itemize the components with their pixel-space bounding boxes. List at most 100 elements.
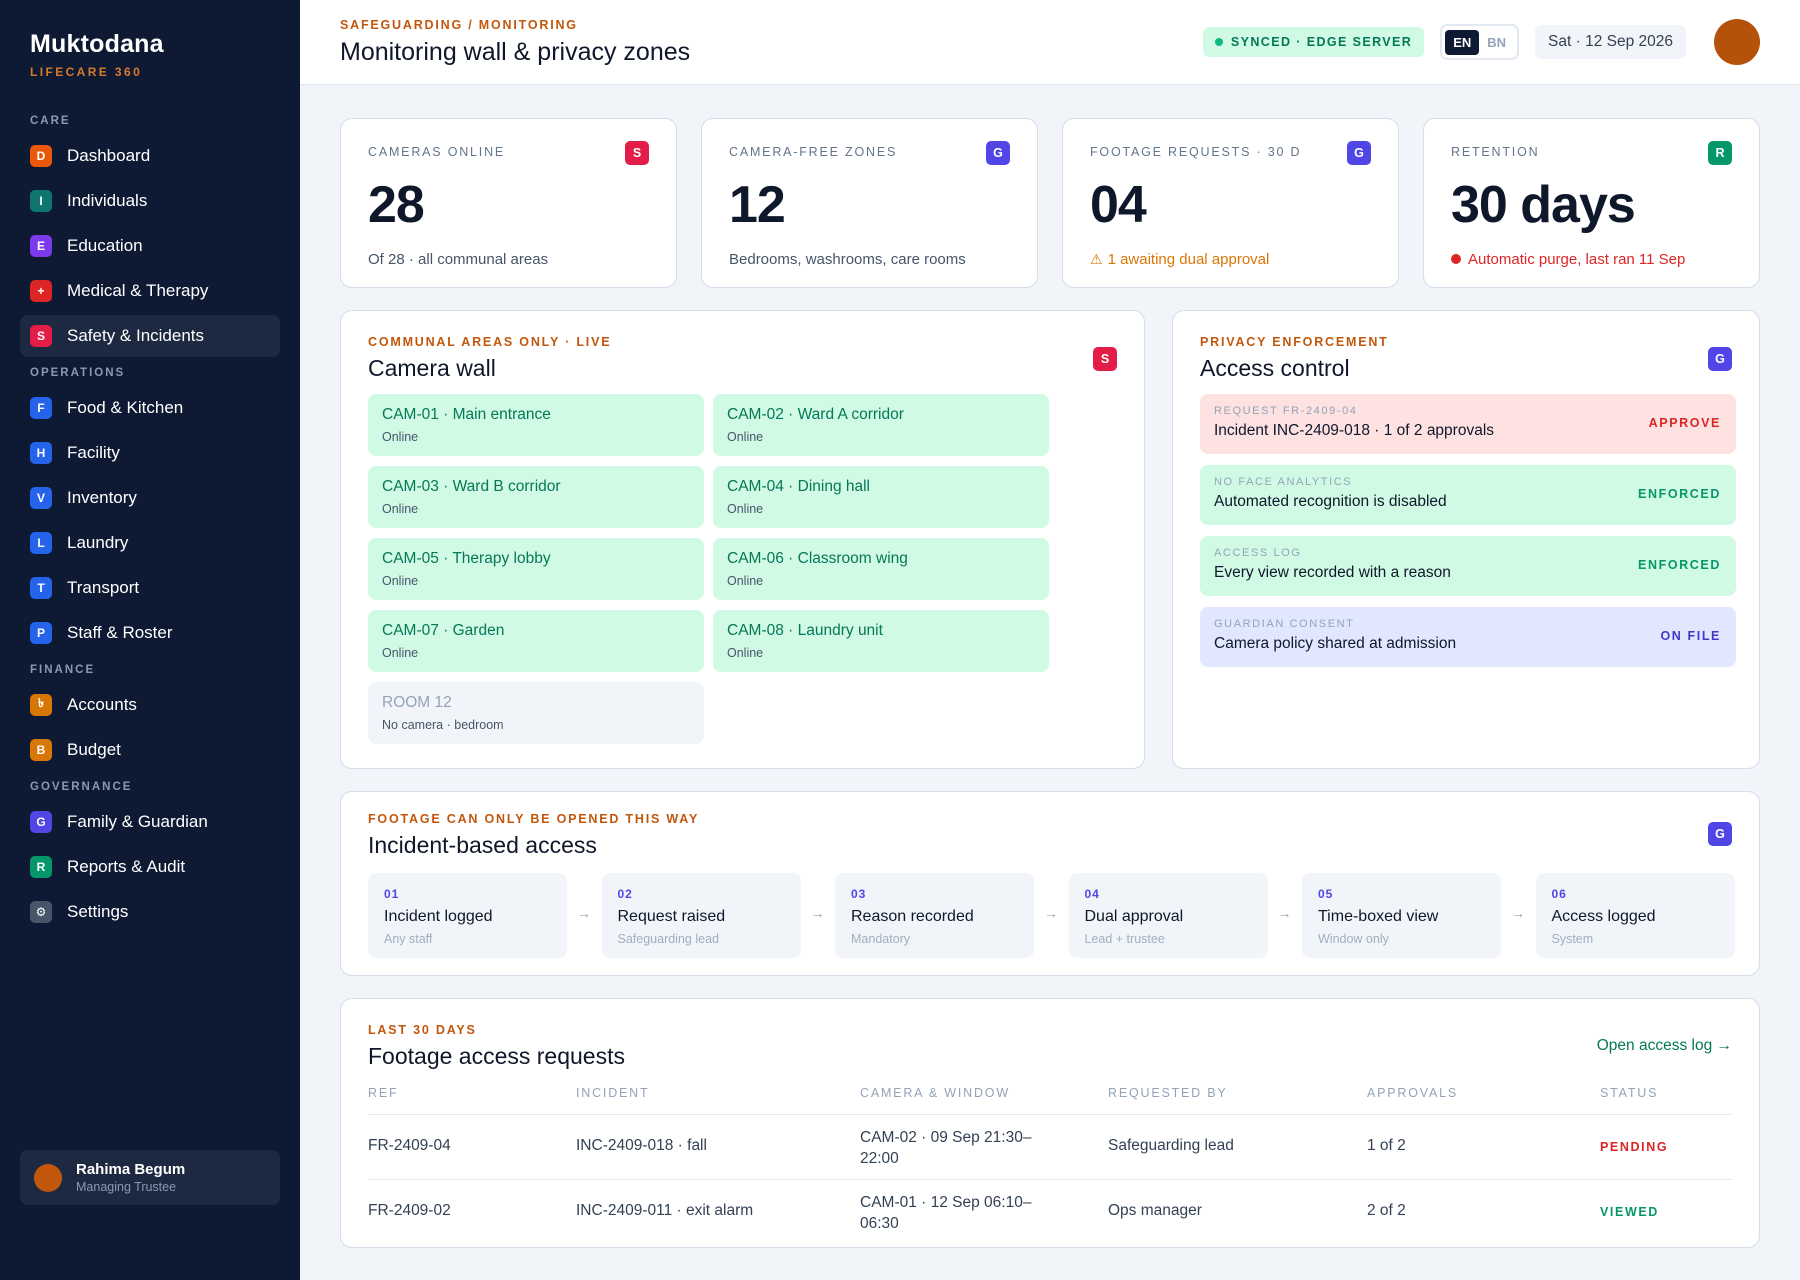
sidebar-item-label: Staff & Roster — [67, 623, 173, 642]
step-number: 04 — [1084, 887, 1100, 901]
access-rule-text: Camera policy shared at admission — [1214, 635, 1457, 652]
column-header: CAMERA & WINDOW — [860, 1086, 1010, 1100]
arrow-right-icon: → — [1511, 905, 1525, 921]
camera-status: No camera · bedroom — [382, 718, 504, 732]
camera-window-line: CAM-01 · 12 Sep 06:10– — [860, 1194, 1032, 1211]
sidebar-item-label: Family & Guardian — [67, 812, 208, 831]
camera-tile[interactable]: CAM-01 · Main entrance Online — [368, 394, 704, 456]
column-header: APPROVALS — [1367, 1086, 1458, 1100]
column-header: REQUESTED BY — [1108, 1086, 1228, 1100]
access-rule-row: REQUEST FR-2409-04 Incident INC-2409-018 … — [1200, 394, 1736, 454]
camera-tile[interactable]: CAM-05 · Therapy lobby Online — [368, 538, 704, 600]
sidebar-item-label: Budget — [67, 740, 121, 759]
sidebar-item-facility[interactable]: H Facility — [20, 432, 280, 474]
camera-status: Online — [727, 646, 764, 660]
flow-step: 03 Reason recorded Mandatory — [835, 873, 1034, 958]
sidebar-item-inventory[interactable]: V Inventory — [20, 477, 280, 519]
camera-free-zone-tile[interactable]: ROOM 12 No camera · bedroom — [368, 682, 704, 744]
flow-eyebrow: FOOTAGE CAN ONLY BE OPENED THIS WAY — [368, 812, 700, 826]
language-toggle[interactable]: EN BN — [1440, 24, 1520, 60]
step-number: 01 — [384, 887, 400, 901]
sidebar-item-dashboard[interactable]: D Dashboard — [20, 135, 280, 177]
kpi-subtext-label: Automatic purge, last ran 11 Sep — [1468, 251, 1686, 268]
camera-tile[interactable]: CAM-06 · Classroom wing Online — [713, 538, 1049, 600]
open-access-log-link[interactable]: Open access log → — [1596, 1037, 1732, 1054]
approve-button[interactable]: APPROVE — [1648, 416, 1721, 430]
sidebar-item-food-kitchen[interactable]: F Food & Kitchen — [20, 387, 280, 429]
sidebar-item-staff-roster[interactable]: P Staff & Roster — [20, 612, 280, 654]
column-header: INCIDENT — [576, 1086, 650, 1100]
status-dot-icon — [1214, 38, 1223, 46]
kpi-value: 28 — [368, 176, 425, 234]
flow-step: 05 Time-boxed view Window only — [1302, 873, 1501, 958]
sidebar-item-individuals[interactable]: I Individuals — [20, 180, 280, 222]
breadcrumb: SAFEGUARDING / MONITORING — [340, 17, 578, 32]
access-control-card: PRIVACY ENFORCEMENT Access control G REQ… — [1172, 310, 1760, 769]
alert-dot-icon — [1451, 254, 1461, 264]
sidebar-item-medical-therapy[interactable]: + Medical & Therapy — [20, 270, 280, 312]
sidebar-item-label: Settings — [67, 902, 129, 921]
flow-step: 06 Access logged System — [1535, 873, 1735, 958]
camera-tile[interactable]: CAM-03 · Ward B corridor Online — [368, 466, 704, 528]
column-header: STATUS — [1600, 1086, 1659, 1100]
facility-icon: H — [30, 442, 52, 464]
step-subtitle: Lead + trustee — [1084, 932, 1165, 946]
warning-icon: ⚠ — [1090, 251, 1103, 267]
sidebar: Muktodana LIFECARE 360 CARE D Dashboard I In… — [0, 0, 300, 1280]
camera-status: Online — [727, 574, 764, 588]
accounts-icon: ৳ — [30, 694, 52, 716]
user-card[interactable]: Rahima Begum Managing Trustee — [20, 1150, 280, 1205]
kpi-value: 30 days — [1451, 176, 1636, 234]
camera-tile[interactable]: CAM-08 · Laundry unit Online — [713, 610, 1049, 672]
nav-section-label: OPERATIONS — [30, 367, 126, 379]
lang-en-option[interactable]: EN — [1445, 29, 1480, 55]
camera-name: CAM-08 · Laundry unit — [727, 622, 883, 639]
camera-tile[interactable]: CAM-07 · Garden Online — [368, 610, 704, 672]
sidebar-item-budget[interactable]: B Budget — [20, 729, 280, 771]
access-rule-status: ENFORCED — [1638, 487, 1721, 501]
user-avatar — [34, 1163, 62, 1192]
camera-tile[interactable]: CAM-04 · Dining hall Online — [713, 466, 1049, 528]
camera-name: ROOM 12 — [382, 694, 452, 711]
kpi-subtext-label: 1 awaiting dual approval — [1107, 251, 1270, 268]
safety-badge-icon: S — [1093, 347, 1117, 371]
sidebar-item-laundry[interactable]: L Laundry — [20, 522, 280, 564]
camera-tile[interactable]: CAM-02 · Ward A corridor Online — [713, 394, 1049, 456]
budget-icon: B — [30, 739, 52, 761]
sidebar-item-settings[interactable]: ⚙ Settings — [20, 891, 280, 933]
settings-icon: ⚙ — [30, 901, 52, 923]
camera-window-line: 22:00 — [860, 1150, 899, 1167]
requests-title: Footage access requests — [368, 1043, 625, 1069]
lang-bn-option[interactable]: BN — [1487, 34, 1507, 50]
medical-therapy-icon: + — [30, 280, 52, 302]
access-control-eyebrow: PRIVACY ENFORCEMENT — [1200, 335, 1389, 349]
laundry-icon: L — [30, 532, 52, 554]
kpi-card: RETENTION R 30 days Automatic purge, last r… — [1423, 118, 1760, 288]
step-title: Request raised — [617, 908, 726, 925]
arrow-right-icon: → — [577, 905, 591, 921]
sidebar-item-safety-incidents[interactable]: S Safety & Incidents — [20, 315, 280, 357]
main-content: SAFEGUARDING / MONITORING Monitoring wal… — [300, 0, 1800, 1280]
camera-name: CAM-05 · Therapy lobby — [382, 550, 551, 567]
dashboard-icon: D — [30, 145, 52, 167]
sidebar-item-transport[interactable]: T Transport — [20, 567, 280, 609]
camera-wall-title: Camera wall — [368, 355, 496, 381]
sidebar-item-family-guardian[interactable]: G Family & Guardian — [20, 801, 280, 843]
table-row[interactable]: FR-2409-04 INC-2409-018 · fall Safeguardin… — [368, 1114, 1732, 1179]
camera-status: Online — [727, 502, 764, 516]
step-subtitle: Mandatory — [851, 932, 911, 946]
sidebar-item-reports-audit[interactable]: R Reports & Audit — [20, 846, 280, 888]
access-rule-label: GUARDIAN CONSENT — [1214, 618, 1355, 630]
individuals-icon: I — [30, 190, 52, 212]
kpi-card: CAMERA-FREE ZONES G 12 Bedrooms, washrooms,… — [701, 118, 1038, 288]
sidebar-item-label: Education — [67, 236, 143, 255]
sidebar-item-education[interactable]: E Education — [20, 225, 280, 267]
step-title: Time-boxed view — [1318, 908, 1439, 925]
kpi-label: FOOTAGE REQUESTS · 30 D — [1090, 145, 1302, 159]
kpi-subtext: Automatic purge, last ran 11 Sep — [1451, 251, 1732, 268]
table-row[interactable]: FR-2409-02 INC-2409-011 · exit alarm Ops m… — [368, 1179, 1732, 1244]
sidebar-item-accounts[interactable]: ৳ Accounts — [20, 684, 280, 726]
sidebar-item-label: Laundry — [67, 533, 129, 552]
profile-avatar[interactable] — [1714, 19, 1760, 65]
access-rule-status: ENFORCED — [1638, 558, 1721, 572]
